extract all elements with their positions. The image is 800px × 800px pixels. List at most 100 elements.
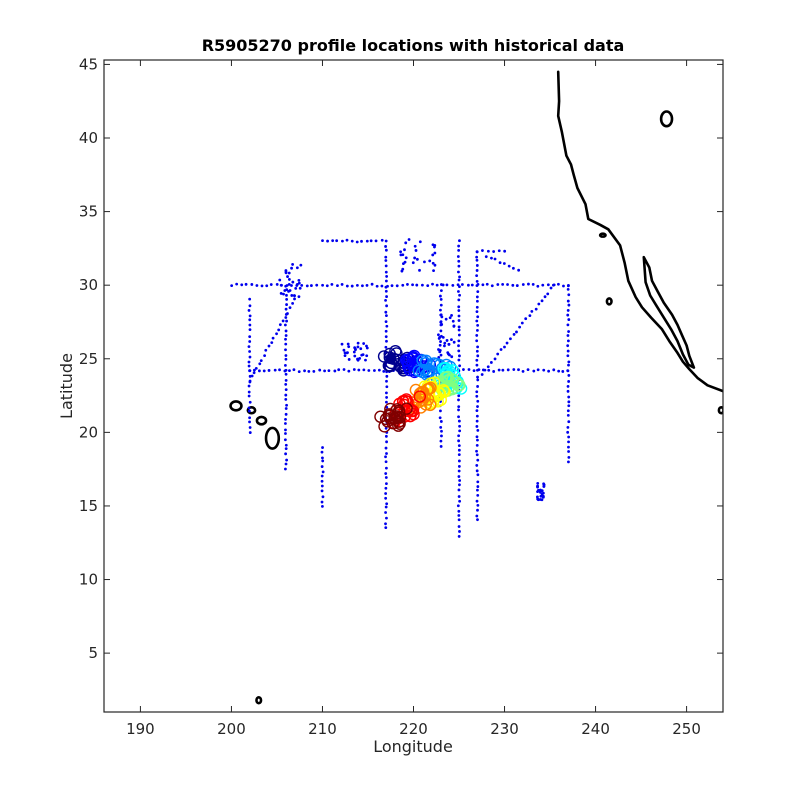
historical-point: [457, 453, 461, 457]
historical-point: [476, 290, 480, 294]
historical-point: [384, 329, 388, 333]
historical-point: [432, 269, 435, 273]
historical-point: [566, 313, 570, 317]
historical-point: [284, 363, 287, 367]
historical-point: [458, 424, 461, 428]
historical-point: [457, 339, 461, 343]
historical-point: [248, 304, 252, 308]
historical-point: [496, 283, 500, 286]
island: [255, 695, 263, 705]
historical-point: [248, 314, 252, 318]
historical-point: [439, 409, 442, 413]
y-tick-label: 5: [88, 644, 98, 662]
historical-point: [320, 465, 324, 468]
historical-point: [540, 299, 544, 303]
historical-point: [520, 321, 524, 325]
historical-point: [566, 409, 570, 413]
historical-point: [493, 357, 497, 361]
historical-point: [310, 284, 313, 287]
historical-point: [415, 283, 419, 287]
historical-point: [284, 443, 288, 447]
float-profile-marker: [422, 363, 436, 377]
historical-point: [457, 394, 461, 398]
historical-point: [275, 332, 278, 336]
historical-point: [433, 251, 437, 255]
historical-point: [382, 369, 386, 373]
historical-point: [361, 353, 365, 357]
historical-point: [497, 249, 501, 253]
y-tick-label: 25: [79, 350, 98, 368]
historical-point: [320, 489, 324, 493]
historical-point: [458, 479, 462, 482]
historical-point: [248, 420, 251, 424]
historical-point: [475, 409, 479, 413]
historical-point: [457, 495, 461, 498]
historical-point: [566, 344, 570, 348]
historical-point: [476, 328, 479, 332]
historical-point: [547, 369, 551, 373]
historical-point: [331, 239, 335, 243]
historical-point: [284, 342, 288, 346]
historical-point: [562, 284, 565, 288]
historical-point: [267, 344, 271, 348]
historical-point: [457, 509, 461, 513]
historical-point: [321, 459, 325, 463]
historical-point: [475, 250, 479, 254]
historical-point: [476, 378, 480, 382]
historical-point: [475, 394, 479, 398]
historical-point: [404, 241, 408, 245]
historical-point: [247, 384, 251, 388]
historical-point: [247, 364, 251, 368]
x-tick-label: 230: [490, 720, 519, 738]
historical-point: [542, 368, 546, 372]
coastline-baja: [642, 255, 696, 369]
historical-point: [447, 342, 451, 346]
historical-point: [457, 358, 461, 362]
historical-point: [365, 354, 369, 358]
historical-point: [475, 264, 479, 267]
historical-point: [281, 319, 285, 323]
historical-point: [476, 399, 480, 403]
historical-point: [458, 483, 461, 487]
historical-point: [537, 498, 541, 501]
historical-point: [486, 249, 490, 253]
float-profile-marker: [418, 363, 431, 377]
historical-point: [447, 352, 450, 356]
historical-point: [457, 309, 461, 312]
historical-point: [475, 443, 479, 447]
historical-point: [290, 294, 294, 297]
historical-point: [439, 340, 442, 343]
historical-point: [284, 284, 288, 288]
historical-point: [566, 299, 570, 303]
historical-point: [320, 484, 324, 488]
historical-point: [321, 283, 324, 287]
historical-point: [321, 446, 324, 449]
historical-point: [475, 499, 479, 503]
historical-point: [263, 354, 267, 358]
historical-point: [254, 366, 258, 370]
historical-point: [567, 360, 571, 364]
historical-point: [360, 239, 363, 243]
historical-point: [435, 283, 439, 287]
float-profile-marker: [400, 402, 413, 415]
historical-point: [298, 286, 302, 290]
x-axis-label: Longitude: [373, 737, 453, 756]
historical-point: [485, 282, 489, 286]
float-profile-marker: [431, 395, 444, 408]
historical-point: [385, 314, 388, 318]
historical-point: [439, 425, 443, 429]
historical-point: [527, 282, 530, 286]
historical-point: [566, 369, 570, 373]
historical-point: [384, 285, 388, 289]
historical-point: [530, 309, 534, 313]
x-tick-label: 200: [217, 720, 246, 738]
island: [605, 297, 613, 306]
historical-point: [385, 482, 388, 486]
historical-point: [438, 294, 442, 298]
historical-point: [385, 516, 388, 520]
historical-point: [385, 275, 389, 278]
historical-point: [259, 359, 263, 363]
historical-point: [503, 345, 506, 349]
historical-point: [509, 337, 512, 341]
historical-point: [439, 439, 443, 443]
